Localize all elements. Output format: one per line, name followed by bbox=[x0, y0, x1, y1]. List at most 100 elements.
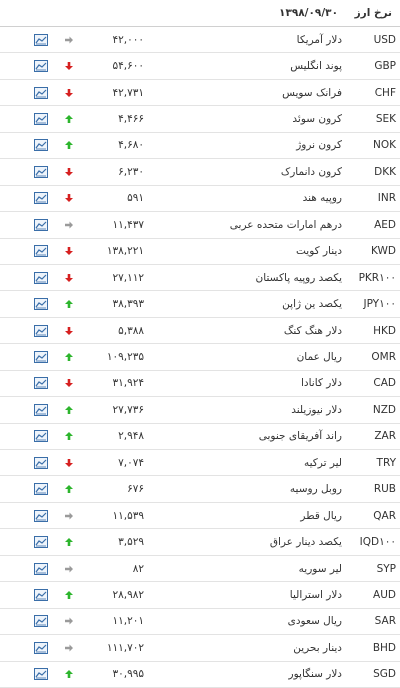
trend-arrow bbox=[64, 265, 74, 290]
chart-icon[interactable] bbox=[34, 641, 48, 654]
chart-button[interactable] bbox=[34, 371, 48, 396]
chart-icon[interactable] bbox=[34, 218, 48, 231]
trend-icon bbox=[65, 300, 73, 309]
chart-button[interactable] bbox=[34, 186, 48, 211]
chart-button[interactable] bbox=[34, 159, 48, 184]
chart-icon[interactable] bbox=[34, 588, 48, 601]
trend-arrow bbox=[64, 529, 74, 554]
currency-rate: ۶,۲۳۰ bbox=[118, 165, 144, 178]
chart-icon[interactable] bbox=[34, 430, 48, 443]
chart-icon[interactable] bbox=[34, 139, 48, 152]
currency-rate: ۳۸,۳۹۳ bbox=[112, 298, 144, 311]
chart-icon[interactable] bbox=[34, 509, 48, 522]
chart-button[interactable] bbox=[34, 450, 48, 475]
table-row: GBP پوند انگلیس ۵۴,۶۰۰ bbox=[0, 53, 400, 80]
chart-icon[interactable] bbox=[34, 483, 48, 496]
table-row: SYP لیر سوریه ۸۲ bbox=[0, 556, 400, 583]
chart-button[interactable] bbox=[34, 662, 48, 687]
chart-button[interactable] bbox=[34, 424, 48, 449]
chart-icon[interactable] bbox=[34, 403, 48, 416]
chart-icon[interactable] bbox=[34, 536, 48, 549]
table-row: HKD دلار هنگ کنگ ۵,۳۸۸ bbox=[0, 318, 400, 345]
chart-button[interactable] bbox=[34, 291, 48, 316]
currency-name: فرانک سویس bbox=[282, 86, 342, 99]
currency-name: دلار سنگاپور bbox=[288, 668, 342, 681]
chart-button[interactable] bbox=[34, 53, 48, 78]
chart-icon[interactable] bbox=[34, 113, 48, 126]
chart-icon[interactable] bbox=[34, 456, 48, 469]
trend-arrow bbox=[64, 556, 74, 581]
chart-button[interactable] bbox=[34, 529, 48, 554]
trend-icon bbox=[65, 458, 73, 467]
chart-button[interactable] bbox=[34, 635, 48, 660]
currency-name: روپیه هند bbox=[302, 192, 342, 205]
table-row: PKR۱۰۰ یکصد روپیه پاکستان ۲۷,۱۱۲ bbox=[0, 265, 400, 292]
trend-icon bbox=[65, 432, 73, 441]
currency-name: کرون نروژ bbox=[296, 139, 342, 152]
trend-arrow bbox=[64, 424, 74, 449]
chart-icon[interactable] bbox=[34, 298, 48, 311]
currency-name: پوند انگلیس bbox=[290, 60, 342, 73]
chart-button[interactable] bbox=[34, 212, 48, 237]
table-header: نرخ ارز ۱۳۹۸/۰۹/۳۰ bbox=[0, 0, 400, 27]
chart-button[interactable] bbox=[34, 397, 48, 422]
chart-button[interactable] bbox=[34, 133, 48, 158]
currency-name: دلار آمریکا bbox=[296, 33, 342, 46]
table-row: USD دلار آمریکا ۴۲,۰۰۰ bbox=[0, 27, 400, 54]
chart-icon[interactable] bbox=[34, 192, 48, 205]
chart-button[interactable] bbox=[34, 106, 48, 131]
chart-button[interactable] bbox=[34, 80, 48, 105]
chart-icon[interactable] bbox=[34, 33, 48, 46]
currency-name: روبل روسیه bbox=[289, 483, 342, 496]
currency-code: SGD bbox=[373, 668, 396, 681]
trend-icon bbox=[65, 485, 73, 494]
trend-icon bbox=[65, 62, 73, 71]
chart-button[interactable] bbox=[34, 582, 48, 607]
chart-button[interactable] bbox=[34, 265, 48, 290]
currency-name: ریال سعودی bbox=[287, 615, 342, 628]
currency-rate: ۲۷,۷۳۶ bbox=[112, 403, 144, 416]
chart-icon[interactable] bbox=[34, 86, 48, 99]
trend-icon bbox=[65, 352, 73, 361]
chart-icon[interactable] bbox=[34, 165, 48, 178]
currency-rate: ۲۸,۹۸۲ bbox=[112, 588, 144, 601]
trend-arrow bbox=[64, 344, 74, 369]
currency-code: INR bbox=[377, 192, 396, 205]
chart-icon[interactable] bbox=[34, 377, 48, 390]
table-row: DKK کرون دانمارک ۶,۲۳۰ bbox=[0, 159, 400, 186]
currency-rate: ۵۹۱ bbox=[127, 192, 144, 205]
currency-code: TRY bbox=[376, 456, 396, 469]
currency-name: ریال عمان bbox=[296, 350, 342, 363]
trend-arrow bbox=[64, 239, 74, 264]
chart-button[interactable] bbox=[34, 344, 48, 369]
currency-name: لیر سوریه bbox=[298, 562, 342, 575]
table-row: QAR ریال قطر ۱۱,۵۳۹ bbox=[0, 503, 400, 530]
chart-icon[interactable] bbox=[34, 60, 48, 73]
trend-arrow bbox=[64, 635, 74, 660]
chart-button[interactable] bbox=[34, 476, 48, 501]
currency-name: یکصد ین ژاپن bbox=[282, 298, 342, 311]
table-row: TRY لیر ترکیه ۷,۰۷۴ bbox=[0, 450, 400, 477]
chart-button[interactable] bbox=[34, 556, 48, 581]
chart-icon[interactable] bbox=[34, 668, 48, 681]
chart-icon[interactable] bbox=[34, 615, 48, 628]
trend-arrow bbox=[64, 582, 74, 607]
table-row: NZD دلار نیوزیلند ۲۷,۷۳۶ bbox=[0, 397, 400, 424]
chart-icon[interactable] bbox=[34, 271, 48, 284]
chart-icon[interactable] bbox=[34, 324, 48, 337]
chart-button[interactable] bbox=[34, 503, 48, 528]
chart-button[interactable] bbox=[34, 27, 48, 52]
chart-button[interactable] bbox=[34, 318, 48, 343]
chart-icon[interactable] bbox=[34, 245, 48, 258]
trend-icon bbox=[65, 617, 73, 625]
chart-icon[interactable] bbox=[34, 562, 48, 575]
currency-rate: ۴۲,۰۰۰ bbox=[112, 33, 144, 46]
currency-rate: ۳۱,۹۲۴ bbox=[112, 377, 144, 390]
currency-rate: ۳۰,۹۹۵ bbox=[112, 668, 144, 681]
chart-button[interactable] bbox=[34, 239, 48, 264]
currency-rate: ۷,۰۷۴ bbox=[118, 456, 144, 469]
chart-button[interactable] bbox=[34, 609, 48, 634]
currency-code: USD bbox=[373, 33, 396, 46]
chart-icon[interactable] bbox=[34, 350, 48, 363]
currency-code: GBP bbox=[374, 60, 396, 73]
